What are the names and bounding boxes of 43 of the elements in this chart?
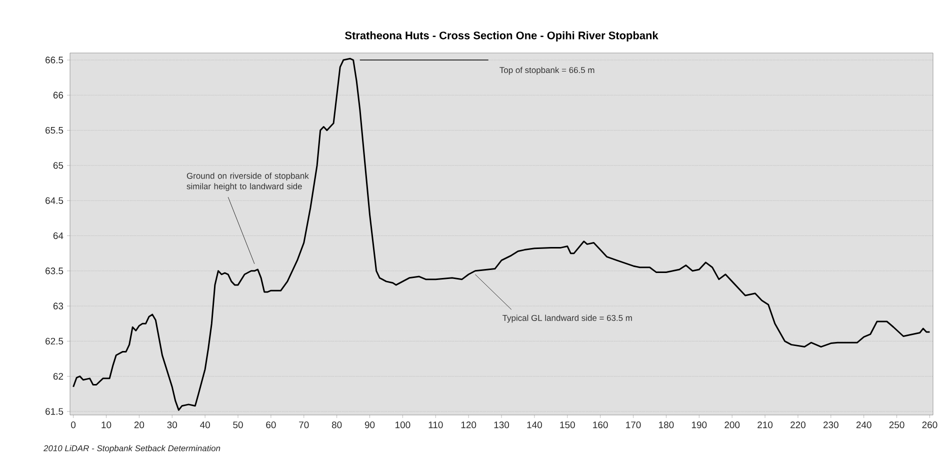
x-tick-label: 220 xyxy=(790,422,806,428)
x-tick-label: 240 xyxy=(856,422,872,428)
y-tick-label: 62 xyxy=(53,372,64,380)
x-tick-label: 210 xyxy=(758,422,773,428)
y-tick-label: 61.5 xyxy=(46,408,64,415)
y-tick-label: 64.5 xyxy=(46,197,64,204)
y-tick-label: 65.5 xyxy=(46,126,64,134)
ref-line-label: Top of stopbank = 66.5 m xyxy=(500,66,594,75)
y-tick-label: 66 xyxy=(53,92,64,99)
x-tick-label: 110 xyxy=(428,422,443,428)
y-tick-label: 63.5 xyxy=(46,268,64,274)
y-tick-label: 63 xyxy=(53,302,64,310)
x-tick-label: 40 xyxy=(200,422,210,428)
x-tick-label: 260 xyxy=(922,422,938,428)
x-tick-label: 10 xyxy=(102,422,112,428)
x-tick-label: 90 xyxy=(364,422,375,428)
x-tick-label: 100 xyxy=(396,422,410,428)
x-tick-label: 30 xyxy=(167,422,178,428)
x-tick-label: 160 xyxy=(593,422,608,428)
x-tick-label: 230 xyxy=(823,422,838,428)
y-tick-label: 62.5 xyxy=(46,338,64,345)
x-tick-label: 120 xyxy=(461,422,476,428)
annotation: Typical GL landward side = 63.5 m xyxy=(502,314,632,323)
annotation: Ground on riverside of stopbank similar height to landward side xyxy=(186,172,309,191)
x-tick-label: 60 xyxy=(266,422,276,428)
x-tick-label: 170 xyxy=(626,422,641,428)
x-tick-label: 50 xyxy=(233,422,243,428)
x-tick-label: 150 xyxy=(560,422,575,428)
y-tick-label: 64 xyxy=(53,232,64,240)
text: 2010 LiDAR - Stopbank Setback Determination xyxy=(43,445,220,453)
x-tick-label: 0 xyxy=(71,422,76,428)
x-tick-label: 130 xyxy=(494,422,510,428)
x-tick-label: 200 xyxy=(724,422,740,428)
y-tick-label: 66.5 xyxy=(46,56,64,64)
chart-title: Stratheona Huts - Cross Section One - Opihi River Stopbank xyxy=(345,31,658,42)
x-tick-label: 140 xyxy=(527,422,542,428)
x-tick-label: 70 xyxy=(299,422,309,428)
y-tick-label: 65 xyxy=(53,162,64,169)
x-tick-label: 80 xyxy=(332,422,342,428)
x-tick-label: 20 xyxy=(134,422,144,428)
x-tick-label: 180 xyxy=(659,422,674,428)
x-tick-label: 250 xyxy=(889,422,904,428)
x-tick-label: 190 xyxy=(692,422,707,428)
